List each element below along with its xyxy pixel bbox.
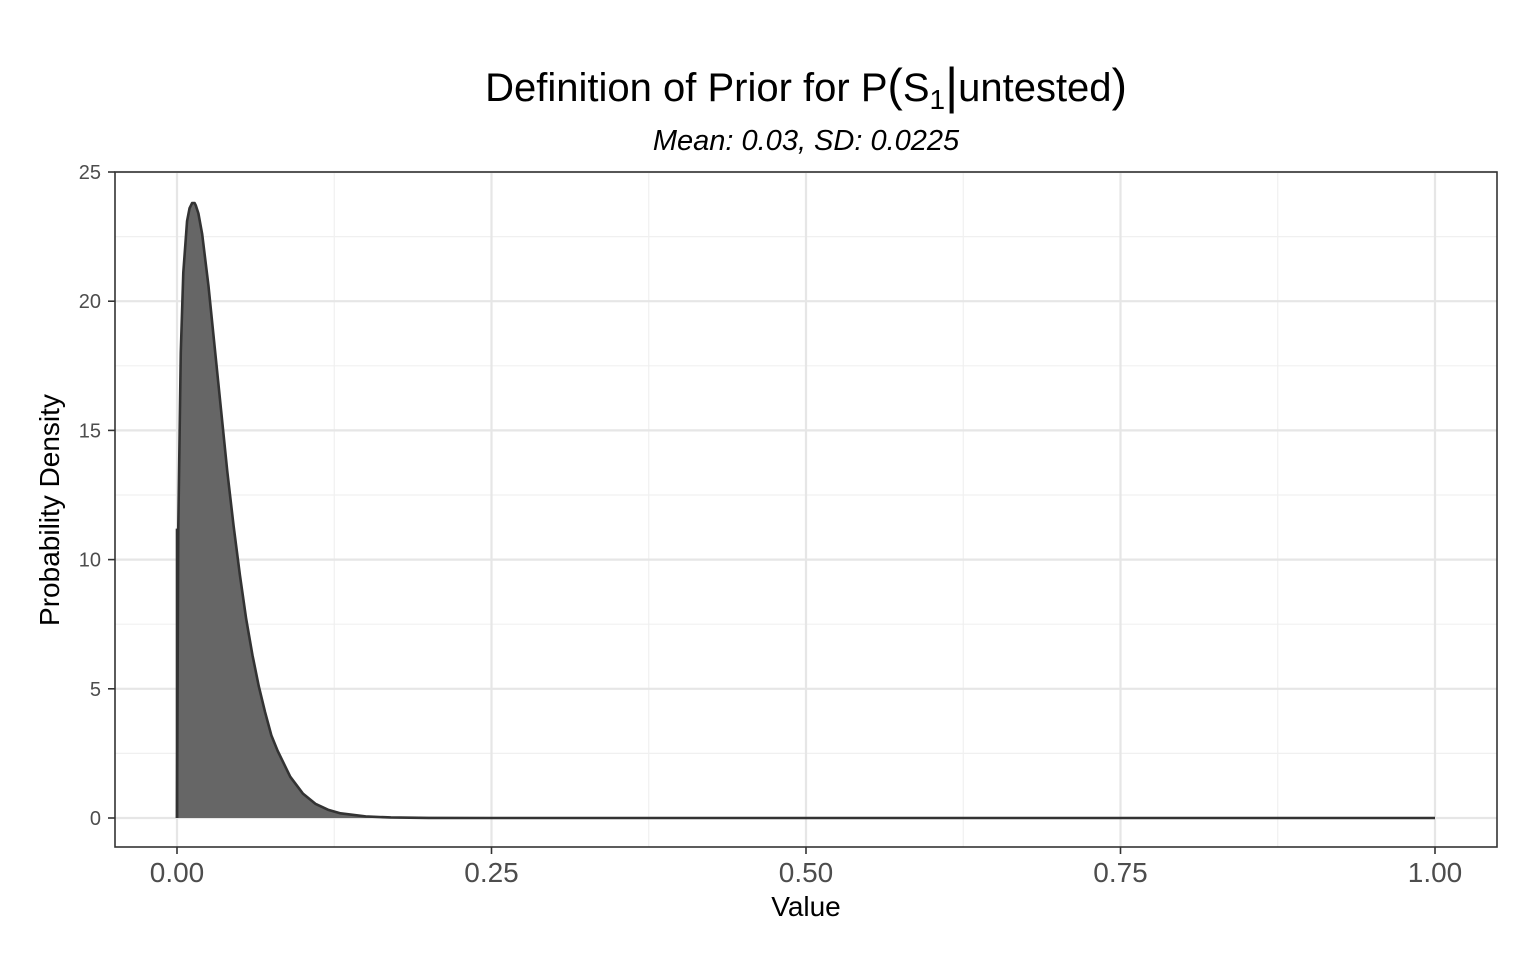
title-condition: untested (958, 66, 1111, 110)
title-subscript: 1 (930, 84, 946, 115)
y-tick-label: 25 (79, 162, 101, 184)
x-tick-label: 0.00 (150, 857, 205, 888)
y-tick-label: 10 (79, 550, 101, 572)
y-tick-label: 5 (90, 679, 101, 701)
title-prefix: Definition of Prior for P (485, 66, 887, 110)
title-symbol: S (903, 66, 930, 110)
chart-subtitle: Mean: 0.03, SD: 0.0225 (653, 125, 960, 157)
y-tick-label: 15 (79, 420, 101, 442)
grid-layer (115, 170, 1497, 847)
density-curve (175, 201, 1435, 820)
density-area-layer (175, 201, 1435, 820)
y-tick-label: 20 (79, 291, 101, 313)
x-axis-label: Value (771, 891, 841, 922)
x-tick-label: 0.50 (779, 857, 834, 888)
y-axis-label: Probability Density (34, 394, 65, 626)
title-bar: | (945, 58, 958, 114)
tick-layer: 0.00 0.25 0.50 0.75 1.00 0 5 10 15 20 25 (79, 162, 1463, 888)
chart-title: Definition of Prior for P(S1|untested) (485, 58, 1127, 115)
title-close-paren: ) (1112, 59, 1127, 111)
y-tick-label: 0 (90, 808, 101, 830)
x-tick-label: 0.25 (464, 857, 519, 888)
x-tick-label: 0.75 (1093, 857, 1148, 888)
x-tick-label: 1.00 (1408, 857, 1463, 888)
title-open-paren: ( (888, 59, 904, 111)
